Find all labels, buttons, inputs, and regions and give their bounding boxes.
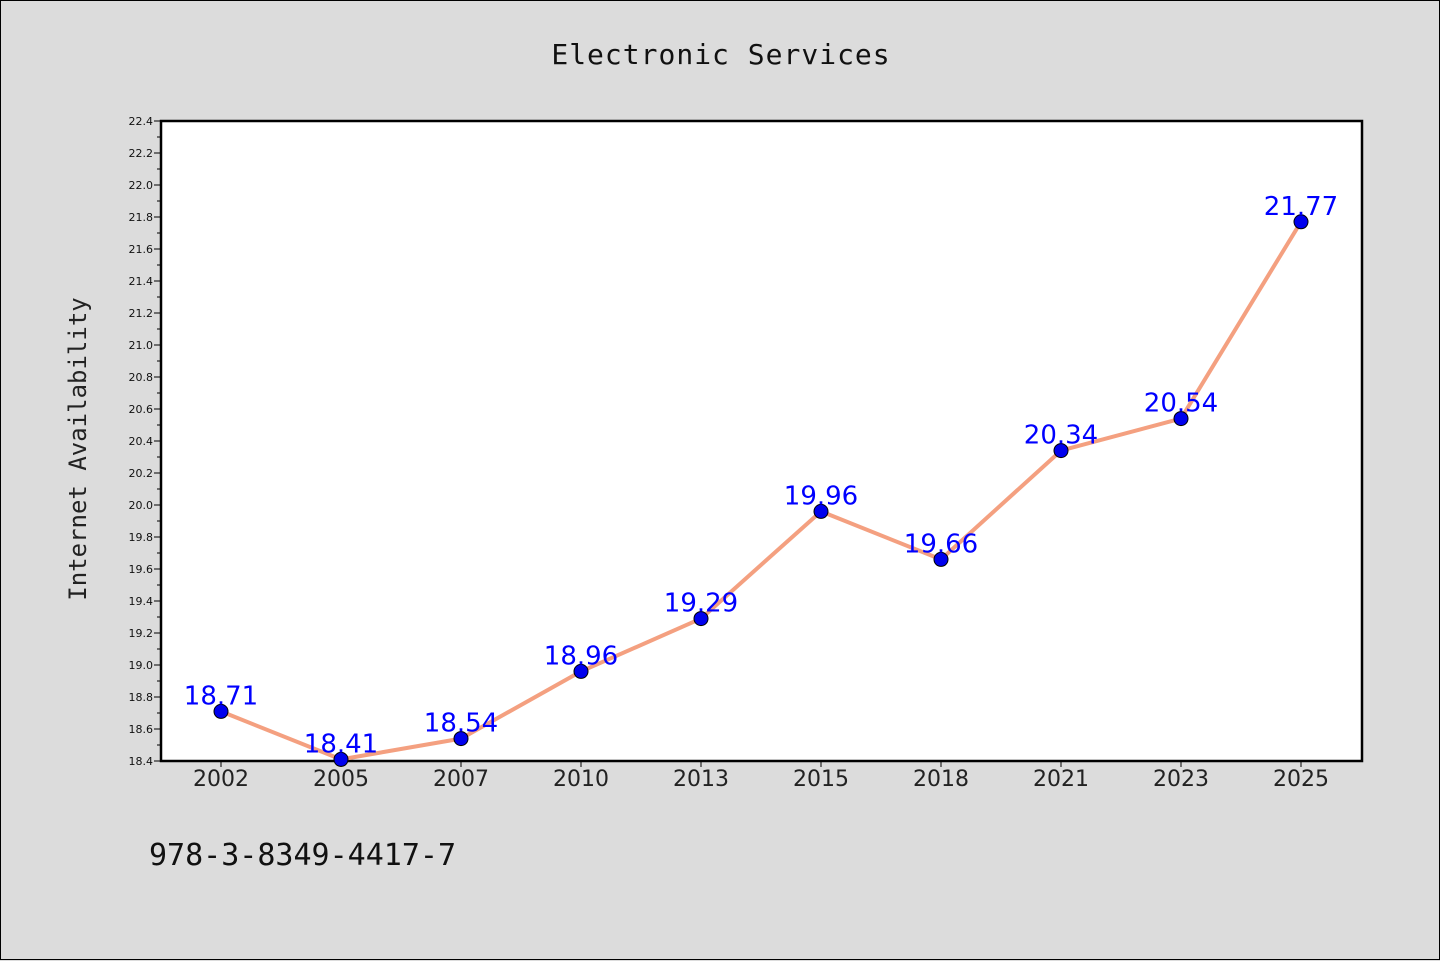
y-tick-label: 20.8 (129, 371, 154, 384)
y-tick-label: 19.8 (129, 531, 154, 544)
data-label: 18.71 (184, 681, 258, 711)
data-point-marker (933, 551, 949, 567)
y-tick-label: 20.4 (129, 435, 154, 448)
data-point-marker (213, 703, 229, 719)
y-tick-label: 21.0 (129, 339, 154, 352)
y-tick-label: 21.8 (129, 211, 154, 224)
y-tick-label: 18.4 (129, 755, 154, 768)
y-axis-label: Internet Availability (64, 297, 92, 600)
y-tick-label: 20.2 (129, 467, 154, 480)
y-tick-label: 21.6 (129, 243, 154, 256)
footer-code: 978-3-8349-4417-7 (149, 838, 456, 873)
x-tick-label: 2002 (193, 767, 249, 792)
data-label: 18.96 (544, 641, 618, 671)
y-tick-label: 19.4 (129, 595, 154, 608)
y-tick-label: 22.0 (129, 179, 154, 192)
series-line (219, 219, 1303, 762)
data-point-marker (813, 503, 829, 519)
y-tick-label: 18.6 (129, 723, 154, 736)
x-tick-label: 2021 (1033, 767, 1089, 792)
data-markers (213, 214, 1309, 767)
data-labels: 18.71 18.41 18.54 18.96 19.29 19.96 19.66 20.34… (184, 192, 1338, 760)
y-tick-label: 19.0 (129, 659, 154, 672)
y-tick-label: 18.8 (129, 691, 154, 704)
y-tick-label: 19.2 (129, 627, 154, 640)
data-label: 18.54 (424, 709, 498, 739)
series-line-group (219, 219, 1303, 762)
data-point-marker (693, 611, 709, 627)
y-tick-label: 21.2 (129, 307, 154, 320)
data-label: 18.41 (304, 729, 378, 759)
data-label: 20.34 (1024, 421, 1098, 451)
data-point-marker (1173, 411, 1189, 427)
x-axis-ticks: 2002 2005 2007 2010 2013 2015 2018 2021 2023 2025 (193, 761, 1329, 792)
data-point-marker (333, 751, 349, 767)
y-tick-label: 19.6 (129, 563, 154, 576)
y-tick-label: 20.6 (129, 403, 154, 416)
x-tick-label: 2015 (793, 767, 849, 792)
data-label: 20.54 (1144, 389, 1218, 419)
chart-title: Electronic Services (551, 38, 890, 71)
data-label: 19.96 (784, 481, 858, 511)
x-tick-label: 2010 (553, 767, 609, 792)
data-label: 21.77 (1264, 192, 1338, 222)
y-axis-ticks: 18.4 18.6 18.8 19.0 19.2 19.4 19.6 19.8 20.0 20.2… (129, 115, 161, 768)
x-tick-label: 2018 (913, 767, 969, 792)
y-tick-label: 22.4 (129, 115, 154, 128)
x-tick-label: 2007 (433, 767, 489, 792)
y-tick-label: 21.4 (129, 275, 154, 288)
plot-area (159, 119, 1364, 763)
x-tick-label: 2025 (1273, 767, 1329, 792)
data-point-marker (573, 663, 589, 679)
data-point-marker (1293, 214, 1309, 230)
x-tick-label: 2023 (1153, 767, 1209, 792)
data-label: 19.66 (904, 529, 978, 559)
data-point-marker (1053, 443, 1069, 459)
data-label: 19.29 (664, 589, 738, 619)
data-point-marker (453, 731, 469, 747)
y-tick-label: 22.2 (129, 147, 154, 160)
y-tick-label: 20.0 (129, 499, 154, 512)
x-tick-label: 2005 (313, 767, 369, 792)
x-tick-label: 2013 (673, 767, 729, 792)
